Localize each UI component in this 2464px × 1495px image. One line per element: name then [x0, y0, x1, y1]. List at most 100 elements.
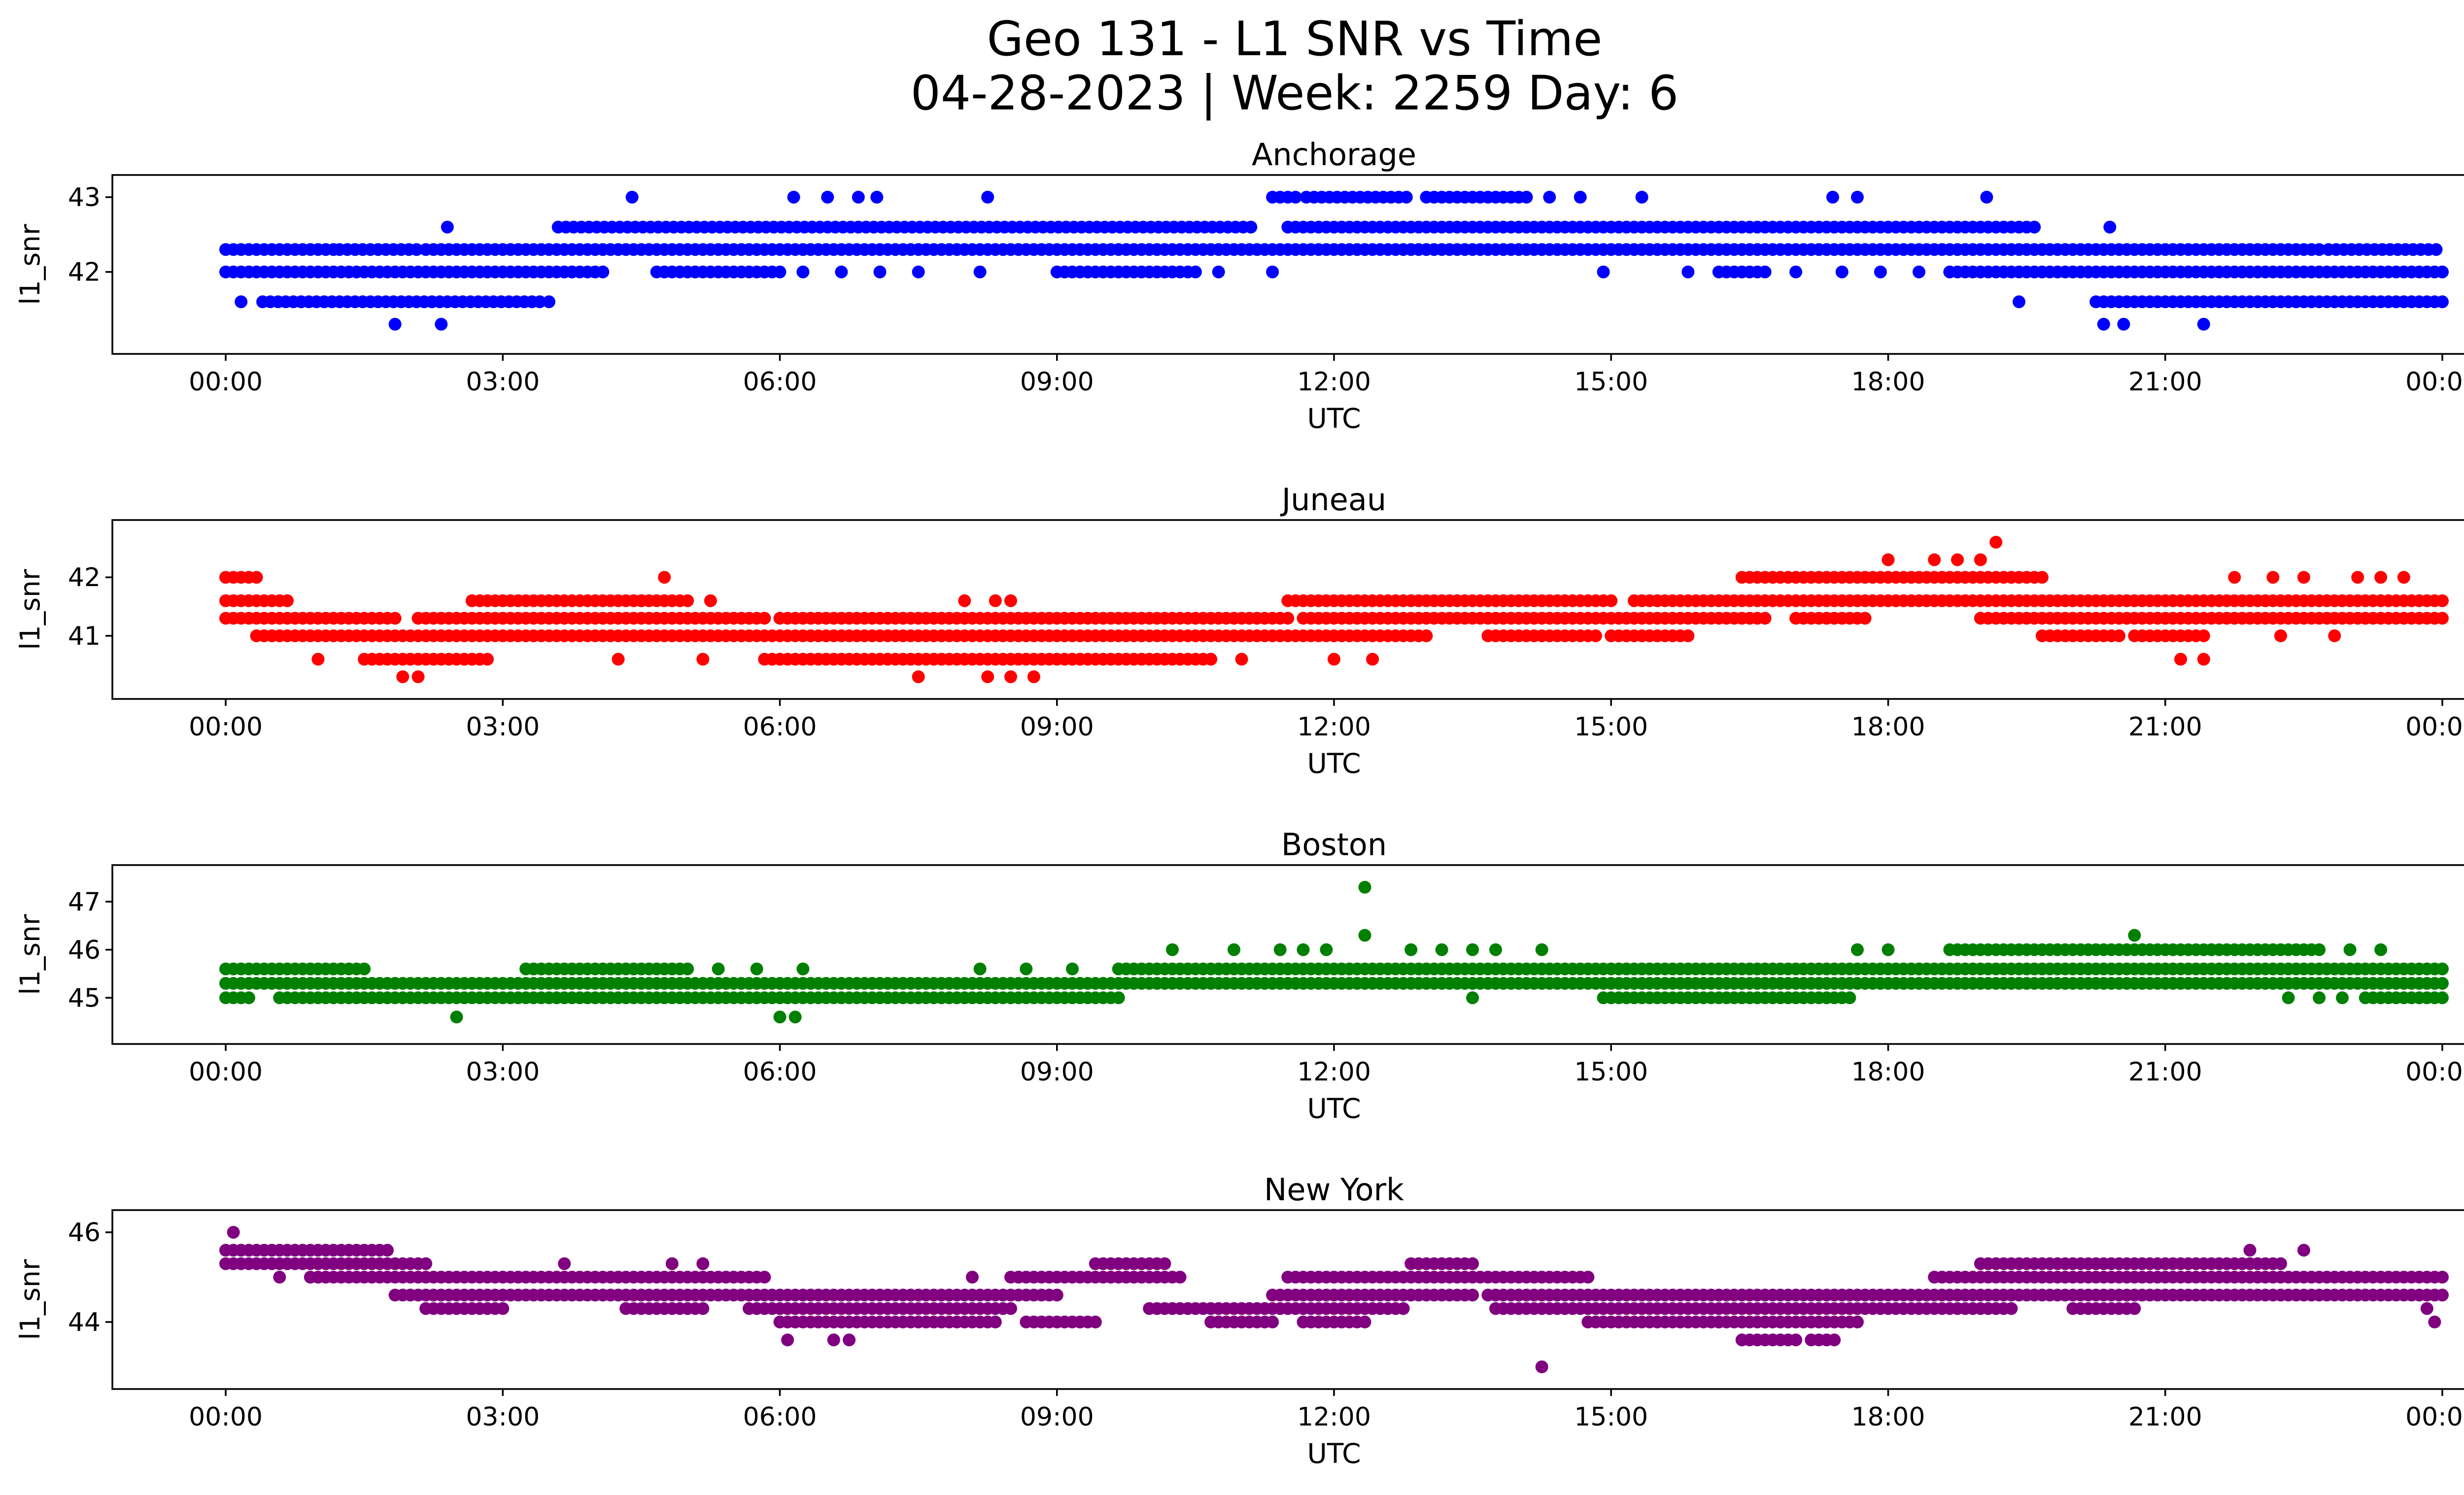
y-tick-label: 42	[68, 258, 101, 287]
data-point	[1281, 612, 1295, 625]
data-point	[973, 265, 987, 278]
data-point	[1851, 191, 1864, 204]
data-point	[835, 265, 848, 278]
scatter-points	[219, 881, 2449, 1024]
data-point	[242, 991, 255, 1005]
data-point	[1244, 220, 1258, 234]
data-point	[2197, 653, 2210, 666]
data-point	[1397, 1302, 1410, 1315]
panel-new-york: New York 00:00 03:00 06:00 09:00 12:00 15:00 18…	[14, 1172, 2464, 1469]
data-point	[1758, 612, 1772, 625]
data-point	[280, 594, 294, 607]
data-point	[787, 191, 800, 204]
x-tick-label: 06:00	[743, 1402, 817, 1432]
data-point	[1435, 943, 1448, 956]
panel-juneau: Juneau 00:00 03:00 06:00 09:00 12:00 15:00 18:0…	[14, 482, 2464, 779]
data-point	[696, 1302, 710, 1315]
data-point	[2097, 317, 2110, 331]
data-point	[1535, 1360, 1548, 1373]
x-tick-label: 00:00	[189, 367, 263, 397]
x-tick-label: 00:00	[2405, 1402, 2464, 1432]
x-tick-label: 09:00	[1020, 1402, 1094, 1432]
data-point	[2436, 1288, 2449, 1302]
x-tick-label: 06:00	[743, 1057, 817, 1087]
data-point	[1574, 191, 1587, 204]
data-point	[2336, 991, 2349, 1005]
x-tick-label: 03:00	[466, 367, 540, 397]
x-tick-label: 09:00	[1020, 367, 1094, 397]
x-tick-label: 09:00	[1020, 712, 1094, 742]
data-point	[388, 317, 402, 331]
data-point	[1597, 265, 1610, 278]
figure-title-line1: Geo 131 - L1 SNR vs Time	[987, 11, 1603, 67]
panel-title: Boston	[1281, 827, 1387, 863]
x-tick-label: 09:00	[1020, 1057, 1094, 1087]
data-point	[1858, 612, 1872, 625]
data-point	[852, 191, 865, 204]
data-point	[2128, 929, 2141, 942]
data-point	[1297, 943, 1310, 956]
data-point	[1466, 1257, 1479, 1270]
data-point	[2013, 295, 2025, 309]
x-tick-label: 21:00	[2128, 367, 2202, 397]
data-point	[2374, 571, 2388, 584]
data-point	[1789, 265, 1803, 278]
y-tick-label: 43	[68, 183, 101, 212]
data-point	[1466, 1288, 1479, 1302]
data-point	[1400, 191, 1413, 204]
data-point	[704, 594, 717, 607]
panel-title: New York	[1264, 1172, 1404, 1208]
data-point	[1212, 265, 1225, 278]
data-point	[2420, 1302, 2433, 1315]
data-point	[1681, 629, 1695, 642]
data-point	[2436, 962, 2449, 975]
data-point	[435, 317, 448, 331]
scatter-points	[219, 536, 2449, 683]
data-point	[781, 1333, 794, 1347]
data-point	[665, 1257, 679, 1270]
data-point	[1050, 1288, 1063, 1302]
data-point	[2313, 943, 2326, 956]
data-point	[1173, 1271, 1187, 1284]
x-tick-label: 12:00	[1297, 367, 1371, 397]
data-point	[1681, 265, 1695, 278]
data-point	[1989, 536, 2003, 549]
x-axis-label: UTC	[1307, 403, 1361, 434]
data-point	[1520, 191, 1533, 204]
data-point	[1835, 265, 1848, 278]
data-point	[2274, 629, 2287, 642]
data-point	[358, 962, 371, 975]
data-point	[496, 1302, 510, 1315]
data-point	[396, 670, 410, 683]
data-point	[1328, 653, 1340, 666]
data-point	[1828, 1333, 1841, 1347]
data-point	[2430, 243, 2443, 256]
y-axis-label: l1_snr	[14, 569, 46, 650]
data-point	[1913, 265, 1925, 278]
y-tick-label: 46	[68, 1218, 101, 1248]
data-point	[1635, 191, 1648, 204]
data-point	[543, 295, 555, 309]
x-tick-label: 21:00	[2128, 1057, 2202, 1087]
x-tick-label: 21:00	[2128, 1402, 2202, 1432]
x-tick-label: 03:00	[466, 712, 540, 742]
x-tick-label: 15:00	[1574, 712, 1648, 742]
data-point	[1066, 962, 1079, 975]
y-axis-label: l1_snr	[14, 1259, 46, 1340]
data-point	[2103, 220, 2117, 234]
data-point	[411, 670, 425, 683]
data-point	[796, 265, 810, 278]
data-point	[2436, 612, 2449, 625]
data-point	[558, 1257, 571, 1270]
data-point	[2228, 571, 2241, 584]
data-point	[2436, 265, 2449, 278]
scatter-points	[219, 1226, 2449, 1373]
data-point	[712, 962, 725, 975]
y-tick-label: 41	[68, 622, 101, 651]
x-tick-label: 06:00	[743, 712, 817, 742]
data-point	[1874, 265, 1887, 278]
data-point	[2397, 571, 2410, 584]
data-point	[827, 1333, 840, 1347]
data-point	[758, 1271, 771, 1284]
x-tick-label: 00:00	[189, 712, 263, 742]
